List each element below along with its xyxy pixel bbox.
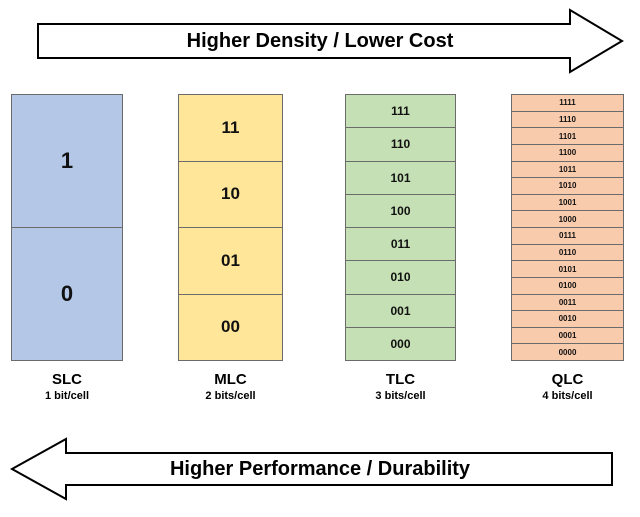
tlc-caption: TLC 3 bits/cell (335, 371, 466, 403)
qlc-state-cell: 1000 (512, 210, 623, 227)
tlc-state-cell: 001 (346, 293, 455, 327)
tlc-state-cell: 000 (346, 326, 455, 360)
qlc-caption: QLC 4 bits/cell (501, 371, 634, 403)
qlc-state-cell: 1110 (512, 110, 623, 128)
qlc-name: QLC (551, 371, 584, 388)
qlc-bits-per-cell: 4 bits/cell (542, 390, 593, 402)
mlc-column: 11 10 01 00 (178, 94, 283, 361)
qlc-state-cell: 1011 (512, 160, 623, 178)
qlc-state-cell: 0001 (512, 326, 623, 344)
density-cost-label: Higher Density / Lower Cost (186, 30, 454, 52)
qlc-state-cell: 1010 (512, 177, 623, 194)
qlc-state-cell: 0010 (512, 310, 623, 327)
slc-name: SLC (52, 371, 82, 388)
density-cost-arrow: Higher Density / Lower Cost (0, 8, 640, 74)
tlc-state-cell: 010 (346, 260, 455, 293)
slc-bits-per-cell: 1 bit/cell (44, 390, 90, 402)
qlc-column: 1111 1110 1101 1100 1011 1010 1001 1000 0111 0110… (511, 94, 624, 361)
tlc-state-cell: 110 (346, 127, 455, 160)
performance-durability-label: Higher Performance / Durability (169, 458, 471, 480)
qlc-state-cell: 1101 (512, 127, 623, 144)
slc-state-cell: 0 (12, 227, 122, 360)
qlc-state-cell: 1111 (559, 98, 576, 108)
tlc-state-cell: 100 (346, 193, 455, 227)
tlc-state-cell: 011 (346, 227, 455, 260)
qlc-state-cell: 1100 (512, 143, 623, 161)
tlc-column: 111 110 101 100 011 010 001 000 (345, 94, 456, 361)
mlc-name: MLC (214, 371, 247, 388)
tlc-name: TLC (385, 371, 416, 388)
tlc-state-cell: 111 (391, 104, 410, 119)
mlc-caption: MLC 2 bits/cell (168, 371, 293, 403)
slc-caption: SLC 1 bit/cell (1, 371, 133, 403)
mlc-state-cell: 11 (221, 117, 240, 137)
slc-state-cell: 1 (60, 148, 74, 173)
qlc-state-cell: 0111 (512, 227, 623, 244)
qlc-state-cell: 0100 (512, 276, 623, 294)
right-arrow-icon (37, 8, 624, 74)
qlc-state-cell: 0110 (512, 243, 623, 261)
qlc-state-cell: 0101 (512, 260, 623, 277)
qlc-state-cell: 0011 (512, 293, 623, 311)
performance-durability-arrow: Higher Performance / Durability (0, 436, 640, 504)
tlc-bits-per-cell: 3 bits/cell (375, 390, 426, 402)
mlc-state-cell: 10 (179, 160, 282, 228)
qlc-state-cell: 0000 (512, 343, 623, 360)
mlc-state-cell: 01 (179, 227, 282, 294)
left-arrow-icon (9, 437, 613, 501)
qlc-state-cell: 1001 (512, 193, 623, 211)
tlc-state-cell: 101 (346, 160, 455, 194)
mlc-bits-per-cell: 2 bits/cell (205, 390, 256, 402)
mlc-state-cell: 00 (179, 293, 282, 361)
